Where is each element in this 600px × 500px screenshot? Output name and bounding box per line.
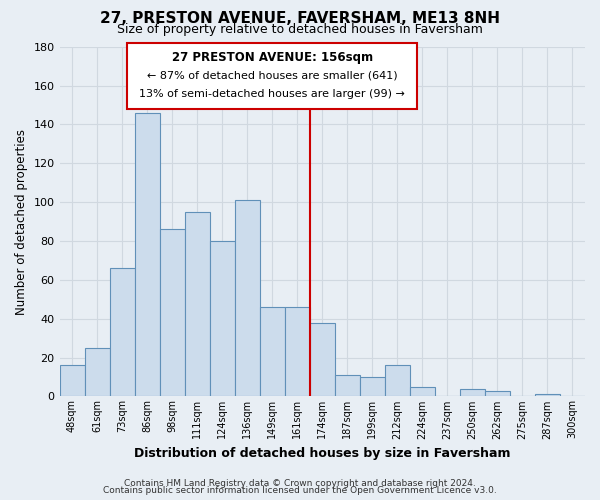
Bar xyxy=(59,366,85,396)
Bar xyxy=(110,268,134,396)
Text: 27 PRESTON AVENUE: 156sqm: 27 PRESTON AVENUE: 156sqm xyxy=(172,51,373,64)
Text: ← 87% of detached houses are smaller (641): ← 87% of detached houses are smaller (64… xyxy=(147,71,398,81)
Text: 13% of semi-detached houses are larger (99) →: 13% of semi-detached houses are larger (… xyxy=(139,90,405,100)
Bar xyxy=(310,322,335,396)
Bar xyxy=(410,386,435,396)
Bar xyxy=(460,388,485,396)
Text: Contains public sector information licensed under the Open Government Licence v3: Contains public sector information licen… xyxy=(103,486,497,495)
Bar xyxy=(485,390,510,396)
Text: Contains HM Land Registry data © Crown copyright and database right 2024.: Contains HM Land Registry data © Crown c… xyxy=(124,478,476,488)
Bar xyxy=(360,377,385,396)
Bar xyxy=(85,348,110,397)
Bar xyxy=(535,394,560,396)
Y-axis label: Number of detached properties: Number of detached properties xyxy=(15,128,28,314)
Bar xyxy=(185,212,209,396)
Text: 27, PRESTON AVENUE, FAVERSHAM, ME13 8NH: 27, PRESTON AVENUE, FAVERSHAM, ME13 8NH xyxy=(100,11,500,26)
Bar xyxy=(385,366,410,396)
Text: Size of property relative to detached houses in Faversham: Size of property relative to detached ho… xyxy=(117,22,483,36)
Bar xyxy=(160,230,185,396)
Bar xyxy=(134,113,160,397)
Bar xyxy=(335,375,360,396)
FancyBboxPatch shape xyxy=(127,43,418,109)
Bar xyxy=(285,307,310,396)
Bar xyxy=(235,200,260,396)
Bar xyxy=(209,241,235,396)
X-axis label: Distribution of detached houses by size in Faversham: Distribution of detached houses by size … xyxy=(134,447,511,460)
Bar xyxy=(260,307,285,396)
